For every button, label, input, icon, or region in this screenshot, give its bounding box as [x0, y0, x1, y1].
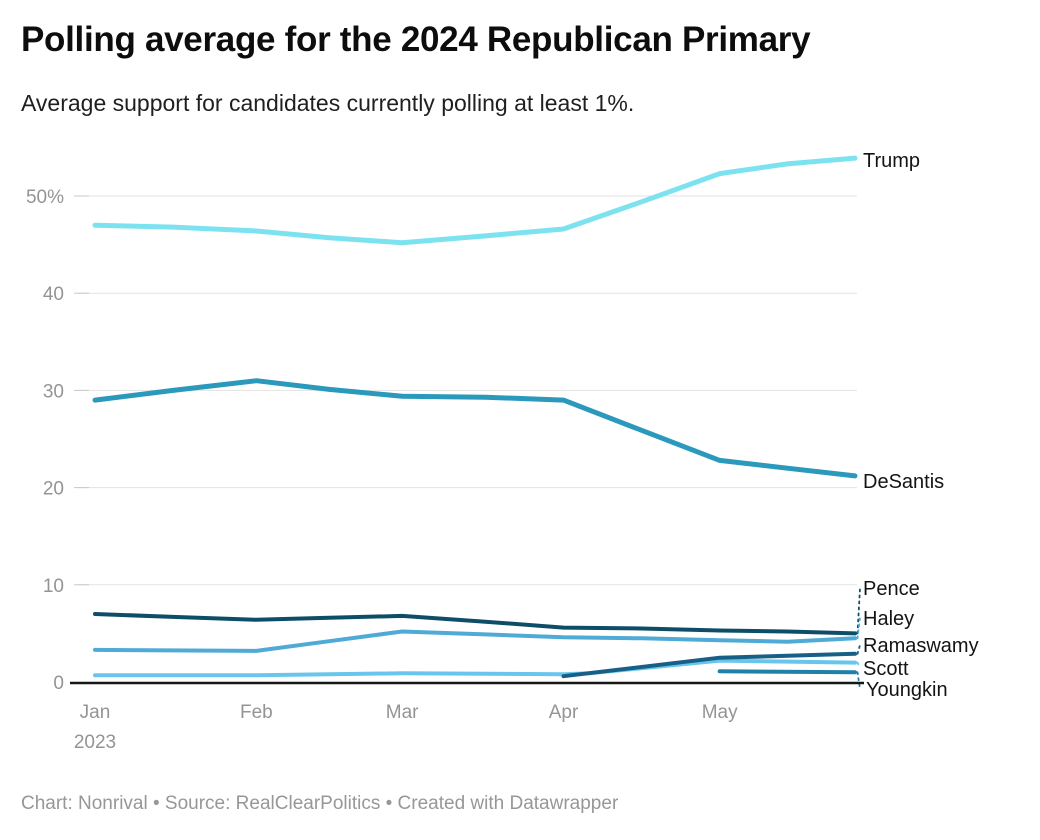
series-line-trump — [92, 155, 858, 246]
x-axis-tick-label-Apr: Apr — [549, 702, 579, 723]
series-line-pence — [93, 612, 857, 636]
leader-line-pence — [856, 587, 861, 635]
series-label-pence: Pence — [863, 578, 920, 600]
series-line-desantis — [92, 378, 858, 479]
x-axis-tick-label-May: May — [702, 702, 738, 723]
y-axis-tick-label-20: 20 — [43, 479, 64, 500]
series-line-ramaswamy — [561, 651, 857, 679]
y-axis-tick-label-50: 50% — [26, 187, 64, 208]
y-axis-tick-label-0: 0 — [53, 673, 64, 694]
chart-subtitle: Average support for candidates currently… — [21, 90, 635, 116]
chart-title: Polling average for the 2024 Republican … — [21, 20, 811, 59]
x-axis-tick-label-Mar: Mar — [386, 702, 419, 723]
y-axis-tick-label-10: 10 — [43, 576, 64, 597]
series-line-youngkin — [717, 669, 857, 675]
series-line-haley — [93, 629, 857, 653]
series-label-haley: Haley — [863, 608, 914, 630]
series-label-youngkin: Youngkin — [866, 679, 948, 701]
series-label-ramaswamy: Ramaswamy — [863, 635, 979, 657]
x-axis-tick-label-Feb: Feb — [240, 702, 273, 723]
series-label-trump: Trump — [863, 150, 920, 172]
chart-footer-credits: Chart: Nonrival • Source: RealClearPolit… — [21, 793, 619, 814]
y-axis-tick-label-40: 40 — [43, 284, 64, 305]
leader-line-ramaswamy — [856, 644, 861, 655]
y-axis-tick-label-30: 30 — [43, 381, 64, 402]
series-label-desantis: DeSantis — [863, 471, 944, 493]
leader-line-youngkin — [856, 671, 861, 690]
x-axis-tick-sublabel-2023: 2023 — [74, 732, 116, 753]
leader-line-scott — [856, 661, 861, 669]
series-label-scott: Scott — [863, 658, 909, 680]
x-axis-tick-label-Jan: Jan — [80, 702, 111, 723]
